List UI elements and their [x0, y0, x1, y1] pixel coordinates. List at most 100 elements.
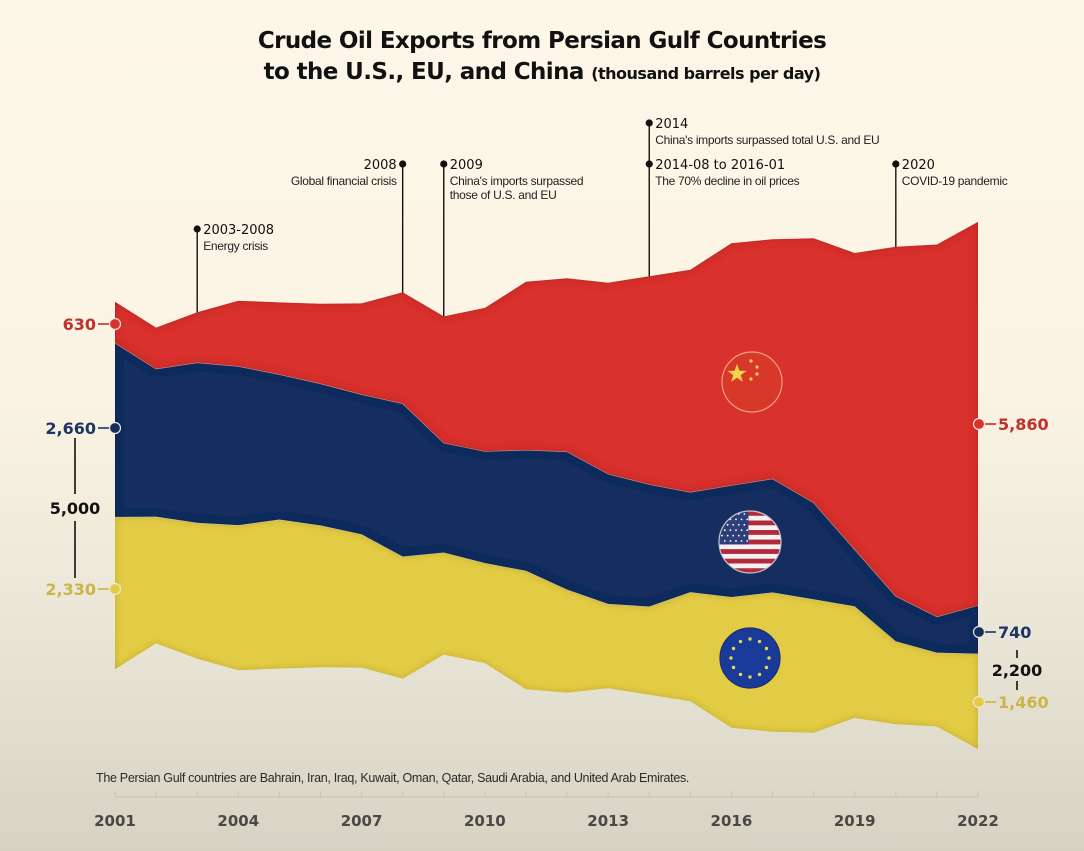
flag-star [757, 672, 762, 677]
flag-star [738, 672, 743, 677]
chart-title: Crude Oil Exports from Persian Gulf Coun… [0, 26, 1084, 89]
annotation-text: COVID-19 pandemic [902, 174, 1008, 188]
start-value: 630 [63, 315, 96, 334]
flag-star [723, 540, 726, 542]
start-label-eu: 2,330 [45, 580, 122, 599]
flag-star [726, 523, 729, 526]
band-eu [115, 516, 978, 750]
annotation-dot [892, 160, 900, 168]
annotation-text: Energy crisis [203, 239, 268, 253]
flag-star [740, 529, 743, 532]
flag-star [721, 534, 723, 537]
label-dot [972, 417, 986, 431]
flag-star [740, 540, 743, 542]
flag-star [732, 523, 735, 526]
flag-stripe [719, 544, 781, 550]
flag-star [740, 518, 743, 521]
us-flag-icon [718, 510, 782, 574]
annotation-dot [440, 160, 448, 168]
flag-star [729, 540, 732, 542]
annotation-dot [645, 119, 653, 127]
start-label-us: 2,660 [45, 419, 122, 438]
flag-star [735, 529, 737, 532]
flag-stripe [719, 530, 781, 536]
label-dot [108, 317, 122, 331]
annotation-dot [399, 160, 407, 168]
x-tick-label: 2004 [217, 812, 259, 830]
flag-star [746, 518, 749, 521]
annotation-text: China's imports surpassed [450, 174, 584, 188]
flag-star [737, 523, 740, 526]
x-tick-label: 2016 [711, 812, 753, 830]
flag-stripe [719, 558, 781, 564]
flag-stripe [719, 539, 781, 545]
flag-star [726, 534, 729, 537]
x-tick-label: 2001 [94, 812, 136, 830]
eu-flag-icon [719, 627, 781, 689]
x-tick-label: 2007 [341, 812, 383, 830]
flag-star [743, 534, 746, 537]
flag-star [767, 656, 771, 660]
end-label-eu: 1,460 [972, 693, 1049, 712]
flag-stripe [719, 549, 781, 555]
flag-star [743, 523, 746, 526]
end-label-china: 5,860 [972, 415, 1049, 434]
annotation-text: China's imports surpassed total U.S. and… [655, 133, 879, 147]
flag-star [731, 646, 736, 651]
flag-stripe [719, 511, 781, 517]
flag-star [729, 529, 732, 532]
flag-star [743, 513, 746, 515]
annotation-dot [193, 225, 201, 233]
label-dot [108, 421, 122, 435]
start-label-china: 630 [63, 315, 122, 334]
x-axis: 2001 2004 2007 2010 2013 2016 2019 2022 [94, 791, 999, 830]
annotation-year: 2014-08 to 2016-01 [655, 158, 785, 173]
flag-star [723, 529, 726, 532]
stream-bands [114, 221, 979, 750]
flag-stripe [719, 525, 781, 531]
title-line-2-main: to the U.S., EU, and China [263, 59, 585, 85]
flag-star [735, 518, 737, 521]
annotation-year: 2003-2008 [203, 223, 274, 238]
title-units: (thousand barrels per day) [591, 64, 821, 83]
end-value: 5,860 [998, 415, 1049, 434]
end-value: 1,460 [998, 693, 1049, 712]
annotation-dot [645, 160, 653, 168]
start-total: 5,000 [50, 499, 101, 518]
annotation-text: those of U.S. and EU [450, 188, 557, 202]
x-tick-label: 2022 [957, 812, 999, 830]
annotation-year: 2020 [902, 158, 935, 173]
flag-star [748, 637, 752, 641]
flag-star [738, 639, 743, 644]
flag-star [732, 534, 735, 537]
flag-star [764, 665, 769, 670]
band-us [115, 342, 978, 654]
flag-star [729, 656, 733, 660]
flag-stripe [719, 563, 781, 569]
annotation-year: 2009 [450, 158, 483, 173]
end-label-us: 740 [972, 623, 1031, 642]
china-flag-icon [721, 351, 783, 413]
x-tick-label: 2019 [834, 812, 876, 830]
x-tick-label: 2013 [587, 812, 629, 830]
footnote: The Persian Gulf countries are Bahrain, … [96, 771, 689, 785]
annotation-text: Global financial crisis [291, 174, 397, 188]
title-line-1: Crude Oil Exports from Persian Gulf Coun… [257, 28, 827, 54]
label-dot [108, 582, 122, 596]
end-value: 740 [998, 623, 1031, 642]
label-dot [972, 625, 986, 639]
title-line-2: to the U.S., EU, and China (thousand bar… [0, 57, 1084, 89]
band-china [115, 221, 978, 617]
annotation-text: The 70% decline in oil prices [655, 174, 799, 188]
flag-stripe [719, 553, 781, 559]
flag-star [737, 534, 740, 537]
start-labels: 630 2,660 2,330 5,000 [45, 315, 122, 599]
end-total: 2,200 [992, 661, 1043, 680]
flag-star [731, 665, 736, 670]
x-tick-label: 2010 [464, 812, 506, 830]
flag-star [764, 646, 769, 651]
